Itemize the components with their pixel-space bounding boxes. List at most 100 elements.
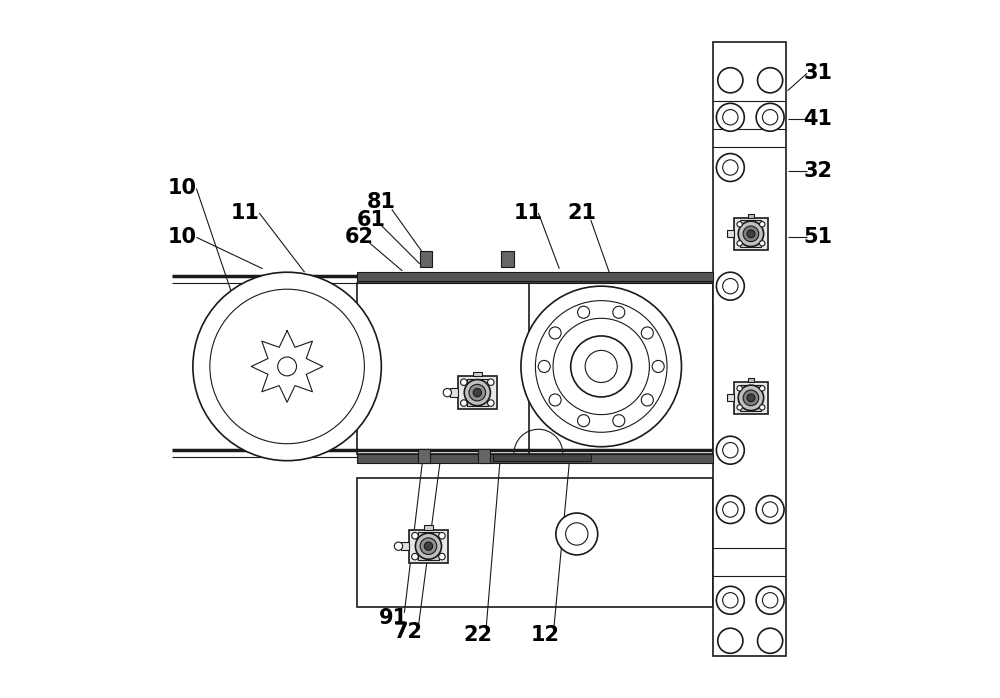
Circle shape: [464, 380, 490, 406]
Bar: [418, 449, 430, 463]
Circle shape: [556, 513, 598, 555]
Circle shape: [747, 394, 755, 402]
Circle shape: [716, 103, 744, 131]
Circle shape: [538, 360, 550, 373]
Circle shape: [738, 385, 764, 410]
Circle shape: [443, 389, 452, 396]
Circle shape: [756, 496, 784, 524]
Circle shape: [641, 327, 653, 339]
Circle shape: [641, 394, 653, 406]
Circle shape: [415, 533, 442, 559]
Circle shape: [760, 405, 765, 410]
Circle shape: [549, 327, 561, 339]
Bar: [501, 251, 514, 267]
Text: 32: 32: [803, 161, 832, 181]
Bar: [357, 478, 713, 607]
Circle shape: [737, 241, 742, 246]
Circle shape: [394, 542, 403, 550]
Bar: [357, 283, 713, 454]
Circle shape: [424, 542, 433, 550]
Circle shape: [578, 306, 590, 318]
Circle shape: [566, 523, 588, 545]
Circle shape: [420, 538, 437, 554]
Circle shape: [723, 110, 738, 125]
Bar: [734, 382, 768, 414]
Circle shape: [723, 160, 738, 175]
Bar: [727, 394, 734, 401]
Text: 21: 21: [568, 203, 597, 223]
Text: 10: 10: [168, 228, 197, 247]
Circle shape: [488, 379, 494, 385]
Text: 61: 61: [356, 210, 385, 230]
Bar: [734, 218, 768, 250]
Circle shape: [439, 554, 445, 560]
Circle shape: [716, 154, 744, 181]
Circle shape: [613, 306, 625, 318]
Bar: [727, 230, 734, 237]
Circle shape: [747, 230, 755, 238]
Circle shape: [613, 415, 625, 426]
Circle shape: [756, 586, 784, 614]
Text: 41: 41: [803, 109, 832, 128]
Bar: [357, 454, 713, 463]
Bar: [424, 525, 433, 530]
Circle shape: [193, 272, 381, 461]
Circle shape: [469, 385, 486, 401]
Circle shape: [723, 279, 738, 294]
Circle shape: [743, 226, 759, 242]
Circle shape: [716, 586, 744, 614]
Text: 91: 91: [379, 608, 408, 628]
Circle shape: [716, 272, 744, 300]
Circle shape: [571, 336, 632, 397]
Bar: [418, 533, 439, 560]
Circle shape: [473, 389, 481, 396]
Circle shape: [762, 593, 778, 608]
Bar: [493, 454, 591, 461]
Circle shape: [578, 415, 590, 426]
Circle shape: [760, 385, 765, 391]
Bar: [748, 378, 754, 382]
Circle shape: [758, 628, 783, 653]
Circle shape: [760, 222, 765, 227]
Text: 31: 31: [803, 64, 832, 83]
Circle shape: [743, 390, 759, 406]
Bar: [458, 376, 497, 409]
Circle shape: [521, 286, 681, 447]
Text: 72: 72: [393, 622, 422, 641]
Bar: [357, 272, 713, 281]
Circle shape: [738, 221, 764, 246]
Circle shape: [718, 628, 743, 653]
Circle shape: [718, 68, 743, 93]
Text: 10: 10: [168, 179, 197, 198]
Text: 51: 51: [803, 228, 832, 247]
Bar: [713, 42, 786, 656]
Bar: [748, 214, 754, 218]
Text: 22: 22: [463, 625, 492, 645]
Circle shape: [549, 394, 561, 406]
Circle shape: [278, 357, 297, 376]
Circle shape: [210, 289, 364, 444]
Bar: [473, 371, 482, 376]
Circle shape: [723, 593, 738, 608]
Circle shape: [412, 533, 418, 539]
Text: 62: 62: [345, 228, 374, 247]
Circle shape: [488, 400, 494, 406]
Bar: [420, 251, 432, 267]
Bar: [740, 385, 761, 411]
Bar: [467, 379, 488, 406]
Text: 12: 12: [531, 625, 560, 645]
Bar: [401, 542, 409, 550]
Circle shape: [716, 436, 744, 464]
Circle shape: [760, 241, 765, 246]
Circle shape: [758, 68, 783, 93]
Circle shape: [652, 360, 664, 373]
Circle shape: [737, 222, 742, 227]
Circle shape: [461, 379, 467, 385]
Circle shape: [756, 103, 784, 131]
Text: 11: 11: [513, 203, 542, 223]
Circle shape: [762, 502, 778, 517]
Circle shape: [737, 385, 742, 391]
Circle shape: [762, 110, 778, 125]
Text: 81: 81: [367, 193, 396, 212]
Circle shape: [439, 533, 445, 539]
